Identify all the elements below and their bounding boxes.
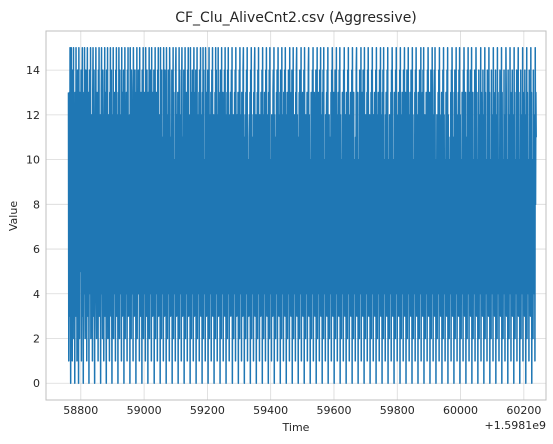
series-group bbox=[67, 47, 537, 384]
x-tick-label: 59400 bbox=[253, 404, 288, 417]
y-tick-label: 4 bbox=[33, 288, 40, 301]
x-tick-label: 59200 bbox=[190, 404, 225, 417]
x-tick-label: 58800 bbox=[63, 404, 98, 417]
x-tick-label: 59800 bbox=[380, 404, 415, 417]
x-tick-label: 59600 bbox=[316, 404, 351, 417]
y-tick-label: 6 bbox=[33, 243, 40, 256]
series-line bbox=[67, 47, 537, 384]
y-tick-labels: 0 2 4 6 8 10 12 14 bbox=[26, 64, 40, 390]
y-tick-label: 10 bbox=[26, 154, 40, 167]
plot-frame bbox=[45, 30, 547, 401]
y-tick-label: 0 bbox=[33, 377, 40, 390]
y-tick-label: 8 bbox=[33, 198, 40, 211]
y-axis-label: Value bbox=[7, 201, 20, 231]
x-tick-labels: 58800 59000 59200 59400 59600 59800 60000 60200 bbox=[63, 404, 541, 417]
x-axis-label: Time bbox=[282, 421, 310, 434]
x-tick-label: 60200 bbox=[506, 404, 541, 417]
chart-title: CF_Clu_AliveCnt2.csv (Aggressive) bbox=[175, 10, 417, 26]
x-tick-label: 59000 bbox=[127, 404, 162, 417]
y-tick-label: 12 bbox=[26, 109, 40, 122]
y-tick-label: 14 bbox=[26, 64, 40, 77]
y-tick-label: 2 bbox=[33, 333, 40, 346]
x-offset-label: +1.5981e9 bbox=[485, 419, 546, 432]
x-tick-label: 60000 bbox=[443, 404, 478, 417]
